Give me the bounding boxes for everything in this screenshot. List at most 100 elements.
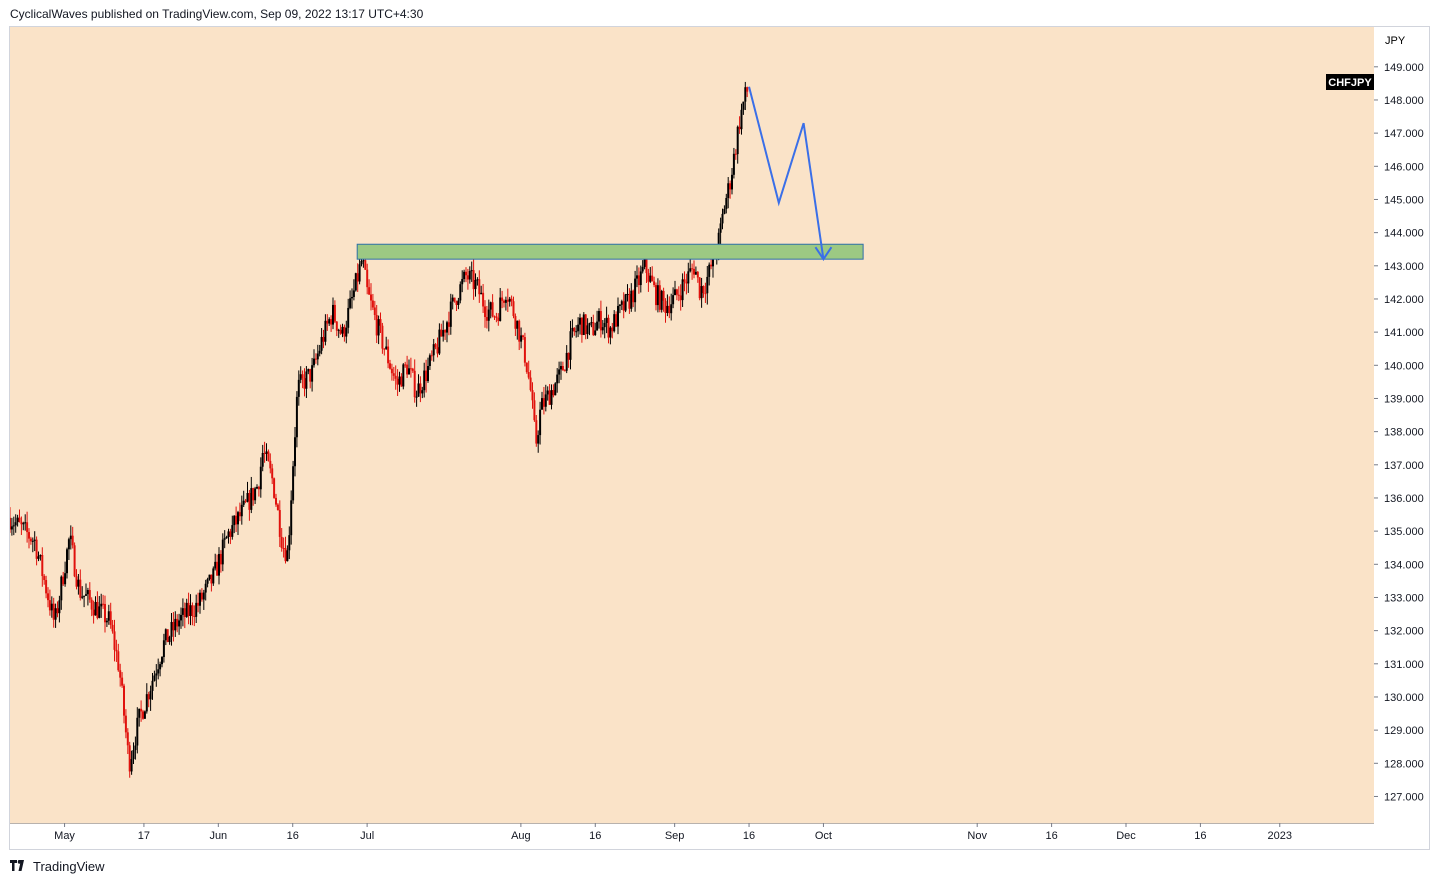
candle-down-body [343, 326, 346, 337]
candle-up-body [286, 550, 289, 562]
candle-up-body [516, 320, 519, 329]
candle-down-body [567, 352, 570, 360]
time-axis-label: Dec [1116, 830, 1136, 842]
candle-up-body [10, 526, 13, 530]
candle-down-body [675, 289, 678, 295]
candle-down-body [263, 453, 266, 455]
candle-down-body [18, 517, 21, 522]
price-axis-label: 133.000 [1384, 592, 1424, 604]
price-axis-label: 143.000 [1384, 261, 1424, 273]
candle-down-body [140, 708, 143, 712]
candle-up-body [504, 299, 507, 303]
symbol-badge: CHFJPY [1326, 74, 1374, 90]
candle-up-body [155, 673, 158, 676]
candle-up-body [324, 320, 327, 342]
candle-down-body [371, 300, 374, 308]
time-axis[interactable]: May 17 Jun 16 Jul Aug 16 Sep 16 Oct Nov 16 Dec 16 2023 [10, 823, 1374, 850]
candle-down-body [102, 603, 105, 605]
candle-down-body [47, 593, 49, 601]
candle-up-body [719, 223, 722, 233]
candle-down-body [238, 512, 241, 517]
candle-up-body [641, 266, 644, 272]
candle-down-body [113, 631, 116, 650]
candle-up-body [67, 539, 70, 550]
candle-up-body [221, 539, 224, 565]
candle-down-body [698, 277, 701, 299]
candle-down-body [387, 346, 390, 364]
symbol-badge-label: CHFJPY [1328, 77, 1372, 89]
candle-up-body [596, 321, 599, 331]
price-chart[interactable]: 127.000 128.000 129.000 130.000 131.000 132.0… [10, 27, 1430, 850]
candle-up-body [520, 335, 523, 342]
candle-down-body [584, 314, 587, 335]
plot-background[interactable] [10, 27, 1374, 823]
price-axis-label: 132.000 [1384, 626, 1424, 638]
candle-down-body [119, 670, 122, 678]
time-axis-label: 16 [589, 830, 601, 842]
candle-up-body [463, 271, 466, 280]
candle-down-body [622, 301, 625, 311]
candle-down-body [88, 590, 91, 600]
candle-down-body [210, 574, 213, 584]
candle-down-body [73, 545, 76, 577]
price-axis-label: 140.000 [1384, 360, 1424, 372]
price-axis-label: 137.000 [1384, 460, 1424, 472]
chart-panel[interactable]: 127.000 128.000 129.000 130.000 131.000 132.0… [9, 26, 1430, 850]
candle-up-body [134, 745, 137, 751]
candle-down-body [26, 522, 29, 533]
candle-up-body [199, 592, 201, 606]
candle-up-body [634, 278, 637, 303]
candle-down-body [531, 390, 534, 401]
candle-down-body [45, 580, 48, 594]
candle-up-body [609, 327, 612, 338]
candle-up-body [347, 307, 350, 328]
chart-drawings[interactable] [356, 86, 864, 261]
candle-up-body [60, 576, 63, 601]
candle-down-body [503, 300, 505, 303]
candle-up-body [14, 522, 17, 526]
candle-down-body [710, 264, 713, 267]
candle-up-body [195, 602, 198, 617]
candle-up-body [352, 290, 355, 297]
candle-down-body [333, 304, 336, 322]
candle-up-body [385, 346, 388, 349]
candle-up-body [579, 317, 581, 325]
candle-up-body [223, 538, 226, 540]
candle-up-body [660, 290, 663, 310]
candle-down-body [43, 576, 46, 581]
candle-up-body [37, 556, 40, 559]
candle-down-body [126, 732, 129, 746]
candle-up-body [105, 620, 108, 623]
candle-down-body [172, 621, 175, 631]
candle-down-body [497, 317, 500, 321]
candle-up-body [341, 326, 344, 334]
candle-down-body [166, 629, 169, 643]
symbol-badge-background [1326, 74, 1374, 90]
price-axis-label: 127.000 [1384, 791, 1424, 803]
candle-up-body [694, 271, 697, 275]
candle-down-body [482, 292, 485, 307]
candle-up-body [468, 271, 471, 280]
candle-up-body [313, 358, 315, 366]
candle-up-body [250, 488, 253, 510]
candle-down-body [447, 322, 450, 327]
tradingview-brand[interactable]: TradingView [10, 857, 105, 875]
candle-up-body [66, 549, 68, 574]
candle-up-body [588, 323, 591, 326]
candle-down-body [276, 504, 279, 511]
price-projection-path[interactable] [748, 86, 825, 260]
candle-down-body [411, 368, 414, 371]
candle-up-body [31, 540, 34, 542]
candle-down-body [664, 300, 667, 313]
price-axis[interactable]: 127.000 128.000 129.000 130.000 131.000 132.0… [1374, 27, 1430, 850]
projection-arrowhead [814, 246, 833, 261]
candle-up-body [618, 304, 621, 307]
candle-up-body [206, 579, 209, 584]
candle-up-body [626, 293, 629, 295]
support-resistance-zone[interactable] [356, 243, 864, 260]
candle-up-body [305, 371, 308, 389]
candle-up-body [237, 512, 239, 525]
candle-down-body [124, 715, 127, 733]
candle-down-body [501, 297, 504, 301]
candle-down-body [75, 576, 78, 587]
